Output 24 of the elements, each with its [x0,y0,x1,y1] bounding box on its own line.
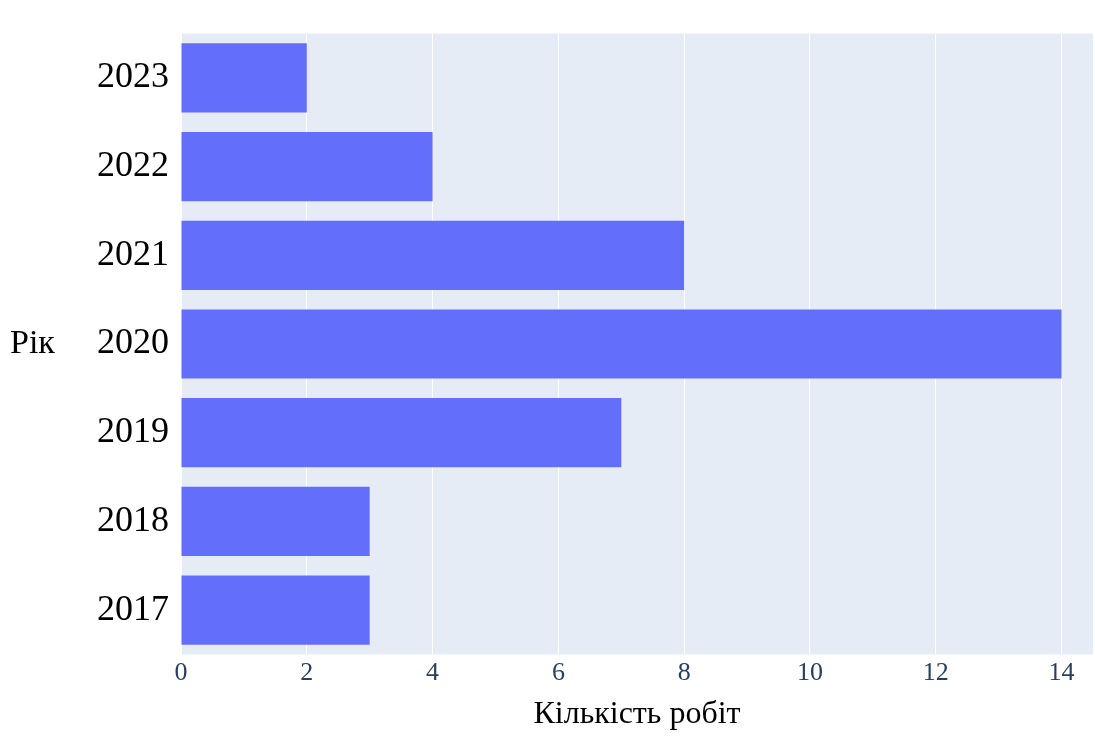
y-tick-label: 2020 [97,321,169,362]
bar [181,132,433,202]
y-tick-label: 2022 [97,144,169,185]
x-tick-label: 10 [796,656,823,686]
bar [181,309,1062,379]
y-axis-title: Рік [10,322,56,360]
bar [181,220,685,290]
x-tick-label: 2 [300,656,314,686]
y-tick-label: 2018 [97,498,169,539]
x-tick-label: 6 [551,656,565,686]
y-tick-label: 2023 [97,55,169,96]
y-tick-label: 2017 [97,587,169,628]
y-tick-label: 2021 [97,232,169,273]
x-tick-label: 0 [174,656,188,686]
x-tick-label: 12 [922,656,949,686]
x-tick-label: 4 [426,656,440,686]
x-tick-label: 14 [1048,656,1075,686]
x-axis-title: Кількість робіт [533,694,741,731]
bar [181,486,370,556]
bar [181,575,370,645]
bar [181,43,307,113]
x-tick-label: 8 [677,656,691,686]
y-tick-label: 2019 [97,410,169,451]
bar [181,398,622,468]
